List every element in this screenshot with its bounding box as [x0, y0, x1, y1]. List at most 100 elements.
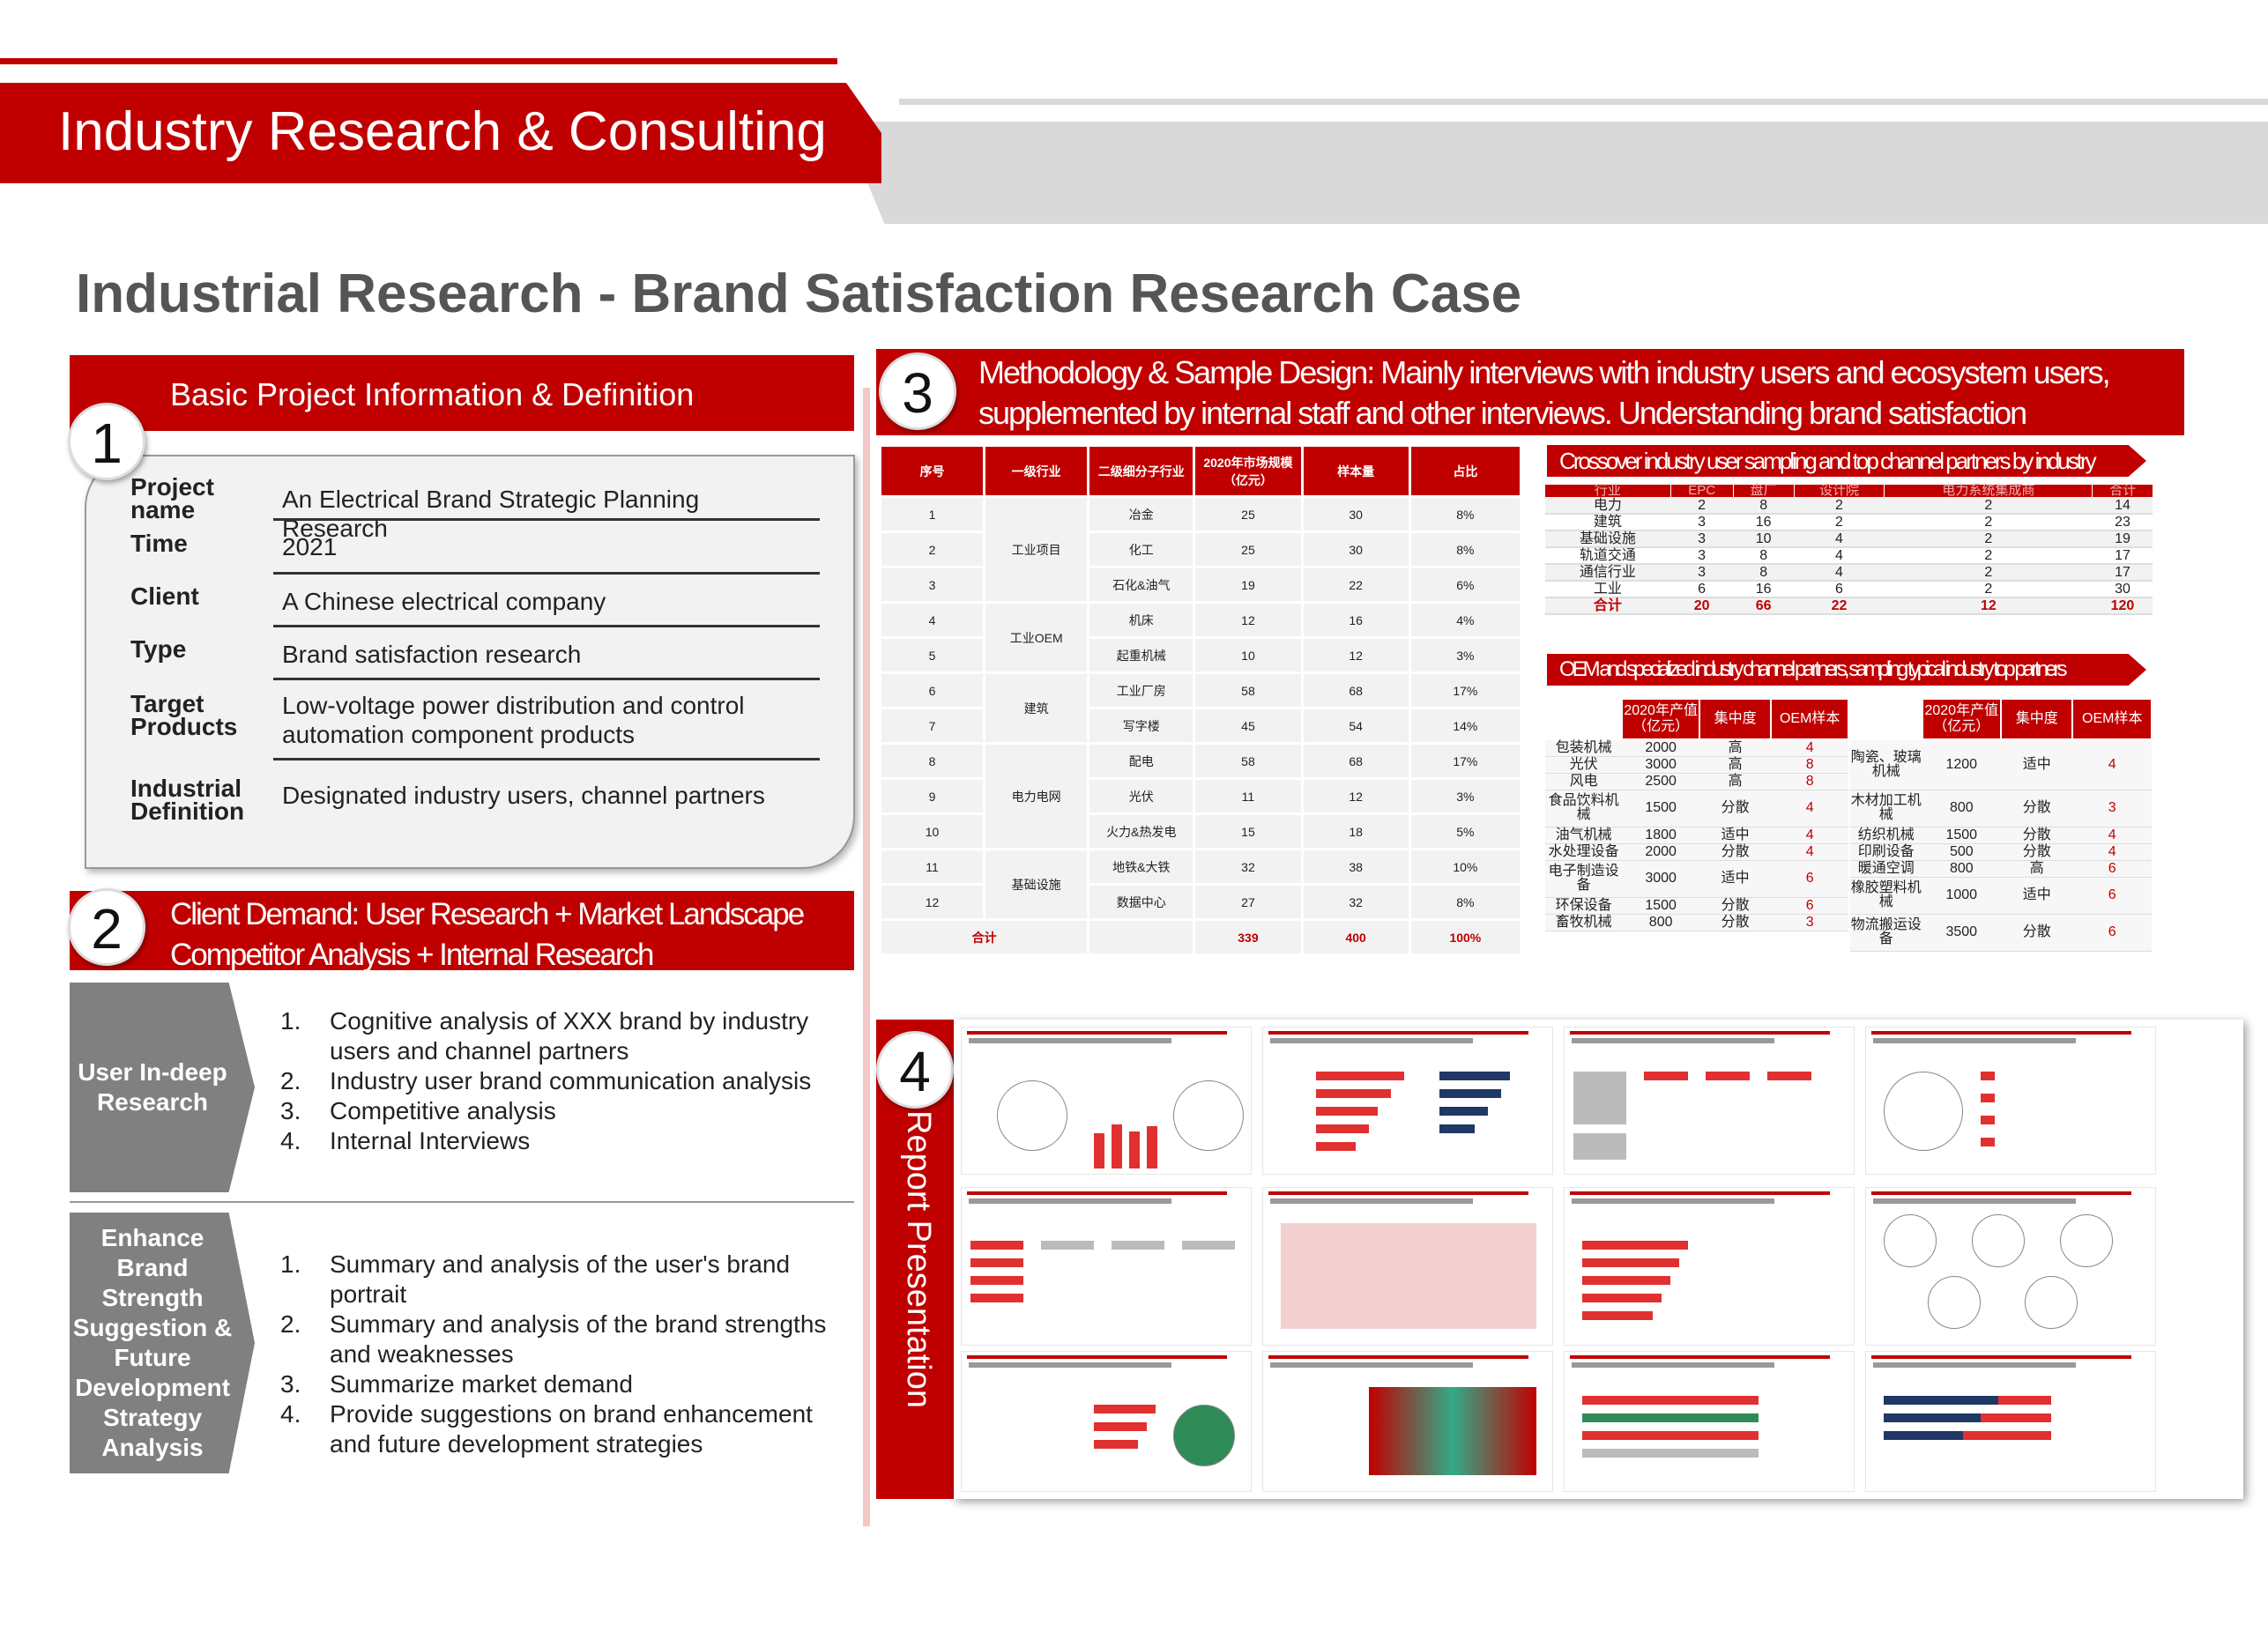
cell: 19	[2092, 530, 2153, 548]
cell: 环保设备	[1545, 897, 1623, 915]
section2-title: Client Demand: User Research + Market La…	[170, 894, 805, 976]
cell: 风电	[1545, 773, 1623, 790]
cell: 2	[1794, 514, 1885, 531]
cell: 2	[1794, 497, 1885, 515]
cell: 6	[1771, 860, 1848, 898]
table-row: 电力 2 8 2 2 14	[1544, 497, 2153, 515]
cell: 印刷设备	[1850, 843, 1922, 861]
cell: 包装机械	[1545, 739, 1623, 757]
cell: 1800	[1622, 827, 1699, 844]
cell: 11	[1193, 777, 1304, 815]
cell: 3	[1670, 530, 1734, 548]
cell: 54	[1300, 707, 1411, 745]
cell: 通信行业	[1544, 564, 1671, 582]
list-item: 4. Internal Interviews	[280, 1127, 531, 1154]
table-row: 1 工业项目 冶金 25 30 8%	[878, 495, 1523, 604]
table-row: 水处理设备 2000 分散 4	[1545, 843, 1848, 861]
list-item: 2. Industry user brand communication anal…	[280, 1067, 812, 1094]
cell: 火力&热发电	[1087, 812, 1196, 850]
table-header: 二级细分子行业	[1087, 444, 1196, 498]
table3-title: OEM and specialized industry channel par…	[1547, 654, 2146, 686]
cell: 1500	[1922, 827, 2002, 844]
cell: 100%	[1408, 918, 1523, 956]
cell: 分散	[1699, 914, 1772, 931]
cell: 基础设施	[983, 848, 1090, 921]
cell: 分散	[2001, 843, 2073, 861]
oem-table-left: 2020年产值（亿元） 集中度 OEM样本 包装机械 2000 高 4 光伏 3000 高…	[1543, 698, 1849, 931]
report-thumbnail	[1865, 1187, 2156, 1346]
cell: 10	[1193, 636, 1304, 674]
table-header: 集中度	[2000, 698, 2074, 740]
list-item-text: Provide suggestions on brand enhancement…	[330, 1400, 813, 1458]
cell: 畜牧机械	[1545, 914, 1623, 931]
cell: 水处理设备	[1545, 843, 1623, 861]
table-row: 风电 2500 高 8	[1545, 773, 1848, 790]
cell: 4	[1794, 530, 1885, 548]
table-row: 通信行业 3 8 4 2 17	[1544, 564, 2153, 582]
cell: 写字楼	[1087, 707, 1196, 745]
table-header: 2020年市场规模（亿元）	[1193, 444, 1304, 498]
cell: 4	[1794, 547, 1885, 565]
cell: 2	[1884, 581, 2093, 598]
table-row: 5 起重机械 10 12 3%	[878, 636, 1523, 674]
table-row: 9 光伏 11 12 3%	[878, 777, 1523, 815]
report-thumbnail	[1262, 1187, 1553, 1346]
section4-title-wrap: Report Presentation	[873, 1110, 961, 1498]
cell: 66	[1733, 597, 1795, 615]
table-header: 样本量	[1300, 444, 1411, 498]
cell: 橡胶塑料机械	[1850, 877, 1922, 915]
cell: 4	[2072, 739, 2152, 790]
table-header: 序号	[878, 444, 986, 498]
table-row: 电子制造设备 3000 适中 6	[1545, 860, 1848, 898]
table-total-row: 合计 20 66 22 12 120	[1544, 597, 2153, 615]
cell: 10%	[1408, 848, 1523, 886]
cell: 3000	[1622, 860, 1699, 898]
list-item-text: Competitive analysis	[330, 1097, 556, 1124]
table-header: EPC	[1669, 484, 1734, 497]
cell: 45	[1193, 707, 1304, 745]
table-row: 畜牧机械 800 分散 3	[1545, 914, 1848, 931]
cell: 食品饮料机械	[1545, 790, 1623, 827]
cell: 120	[2092, 597, 2153, 615]
cell: 适中	[1699, 827, 1772, 844]
cell: 17	[2092, 564, 2153, 582]
cell: 暖通空调	[1850, 860, 1922, 878]
cell: 32	[1300, 883, 1411, 921]
report-thumbnail	[961, 1027, 1252, 1175]
cell: 8	[1771, 756, 1848, 774]
cell: 高	[2001, 860, 2073, 878]
cell: 12	[878, 883, 986, 921]
cell: 2500	[1622, 773, 1699, 790]
cell: 3	[1670, 547, 1734, 565]
divider	[273, 758, 820, 760]
section2-number-badge: 2	[68, 888, 145, 966]
section2-header: Client Demand: User Research + Market La…	[70, 891, 854, 972]
table-row: 2 化工 25 30 8%	[878, 530, 1523, 568]
cell: 3	[1771, 914, 1848, 931]
cell: 12	[1300, 636, 1411, 674]
cell: 分散	[2001, 914, 2073, 952]
section3-title-line1: Methodology & Sample Design: Mainly inte…	[978, 354, 2111, 390]
cell: 6	[878, 671, 986, 709]
report-thumbnail	[1262, 1027, 1553, 1175]
cell: 1	[878, 495, 986, 533]
cell: 冶金	[1087, 495, 1196, 533]
cell: 光伏	[1545, 756, 1623, 774]
cell: 8	[1733, 547, 1795, 565]
project-info-box: Project name An Electrical Brand Strateg…	[85, 455, 855, 869]
cell: 10	[878, 812, 986, 850]
cell: 工业	[1544, 581, 1671, 598]
cell: 4	[1771, 827, 1848, 844]
cell: 机床	[1087, 601, 1196, 639]
cell: 8	[878, 742, 986, 780]
report-thumbnail	[1564, 1027, 1855, 1175]
banner-title: Industry Research & Consulting	[58, 101, 827, 162]
cell: 5%	[1408, 812, 1523, 850]
list-item: 2. Summary and analysis of the brand stre…	[280, 1310, 827, 1368]
user-research-list: 1. Cognitive analysis of XXX brand by ind…	[280, 1006, 844, 1156]
section3-number-badge: 3	[879, 352, 956, 430]
cell: 20	[1670, 597, 1734, 615]
cell: 纺织机械	[1850, 827, 1922, 844]
cell: 3%	[1408, 636, 1523, 674]
cell: 16	[1733, 581, 1795, 598]
